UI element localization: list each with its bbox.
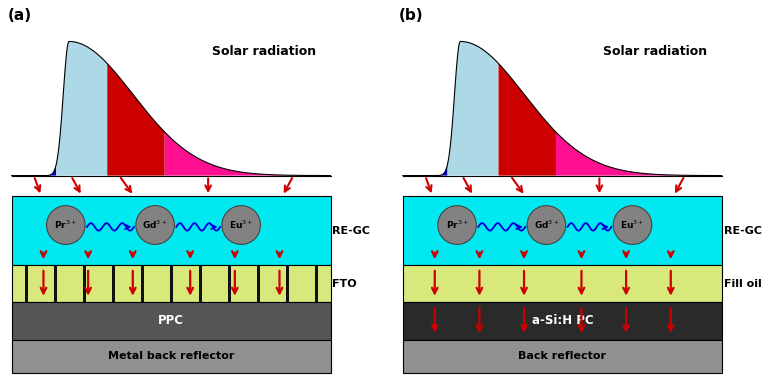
Bar (169, 265, 172, 302)
Bar (12, 196, 330, 265)
Text: a-Si:H PC: a-Si:H PC (531, 314, 593, 327)
Bar (141, 265, 144, 302)
Circle shape (47, 206, 85, 245)
Bar (12, 302, 330, 339)
Polygon shape (402, 164, 448, 176)
Bar (82, 265, 85, 302)
Text: RE-GC: RE-GC (333, 226, 371, 235)
Text: Pr$^{3+}$: Pr$^{3+}$ (445, 219, 469, 231)
Polygon shape (165, 132, 330, 176)
Text: FTO: FTO (333, 279, 357, 289)
Text: Eu$^{3+}$: Eu$^{3+}$ (229, 219, 253, 231)
Polygon shape (556, 132, 722, 176)
Text: Gd$^{3+}$: Gd$^{3+}$ (534, 219, 559, 231)
Bar (199, 265, 201, 302)
Text: Eu$^{3+}$: Eu$^{3+}$ (620, 219, 645, 231)
Polygon shape (12, 164, 56, 176)
Circle shape (527, 206, 566, 245)
Bar (402, 339, 722, 373)
Polygon shape (448, 42, 499, 176)
Bar (402, 196, 722, 265)
Text: Back reflector: Back reflector (518, 351, 606, 361)
Text: PPC: PPC (158, 314, 184, 327)
Circle shape (437, 206, 476, 245)
Bar (256, 265, 260, 302)
Circle shape (613, 206, 652, 245)
Polygon shape (107, 64, 165, 176)
Bar (402, 302, 722, 339)
Text: (b): (b) (399, 8, 423, 23)
Bar (25, 265, 27, 302)
Bar (12, 339, 330, 373)
Bar (112, 265, 114, 302)
Circle shape (136, 206, 174, 245)
Text: Pr$^{3+}$: Pr$^{3+}$ (54, 219, 77, 231)
Text: Gd$^{3+}$: Gd$^{3+}$ (142, 219, 168, 231)
Polygon shape (499, 64, 556, 176)
Text: Solar radiation: Solar radiation (211, 45, 315, 58)
Bar (12, 265, 330, 302)
Bar (54, 265, 57, 302)
Text: Fill oil: Fill oil (723, 279, 761, 289)
Text: (a): (a) (8, 8, 32, 23)
Bar (286, 265, 288, 302)
Text: RE-GC: RE-GC (723, 226, 761, 235)
Bar (402, 265, 722, 302)
Text: Metal back reflector: Metal back reflector (108, 351, 234, 361)
Text: Solar radiation: Solar radiation (603, 45, 707, 58)
Bar (315, 265, 318, 302)
Circle shape (222, 206, 260, 245)
Bar (228, 265, 231, 302)
Polygon shape (56, 42, 107, 176)
